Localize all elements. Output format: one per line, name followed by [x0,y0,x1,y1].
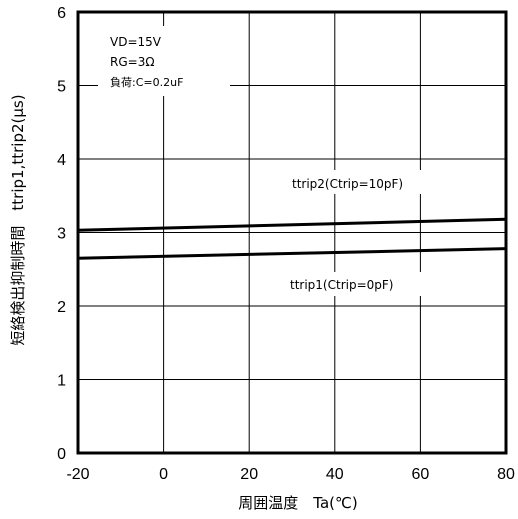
x-tick-label: 0 [159,466,168,483]
x-tick-labels: -20 0 20 40 60 80 [66,466,515,483]
y-tick-label: 1 [57,373,66,390]
conditions-box-background [98,26,230,96]
series-label-bg-ttrip1 [282,272,450,296]
series-label-ttrip1: ttrip1(Ctrip=0pF) [290,278,393,292]
y-tick-label: 4 [57,152,66,169]
series-layer [77,217,507,260]
y-tick-label: 3 [57,226,66,243]
x-tick-label: -20 [66,466,89,483]
condition-rg: RG=3Ω [110,55,155,69]
condition-load: 負荷:C=0.2uF [110,76,183,89]
x-tick-label: 60 [412,466,430,483]
series-label-bg-ttrip2 [285,170,455,194]
series-line-ttrip2 [77,217,507,232]
plot-frame [76,10,508,455]
conditions-box: VD=15V RG=3Ω 負荷:C=0.2uF [98,26,230,96]
y-axis-title: 短絡検出抑制時間 ttrip1,ttrip2(μs) [9,94,27,345]
series-label-ttrip2: ttrip2(Ctrip=10pF) [292,177,403,191]
x-axis-title: 周囲温度 Ta(℃) [238,494,357,512]
x-tick-label: 20 [240,466,258,483]
condition-vd: VD=15V [110,35,162,49]
y-tick-label: 2 [57,299,66,316]
x-tick-label: 40 [326,466,344,483]
y-tick-label: 0 [57,446,66,463]
series-line-ttrip1 [77,247,507,260]
y-tick-label: 5 [57,79,66,96]
x-tick-label: 80 [497,466,515,483]
y-tick-label: 6 [57,5,66,22]
y-tick-labels: 0 1 2 3 4 5 6 [57,5,66,463]
